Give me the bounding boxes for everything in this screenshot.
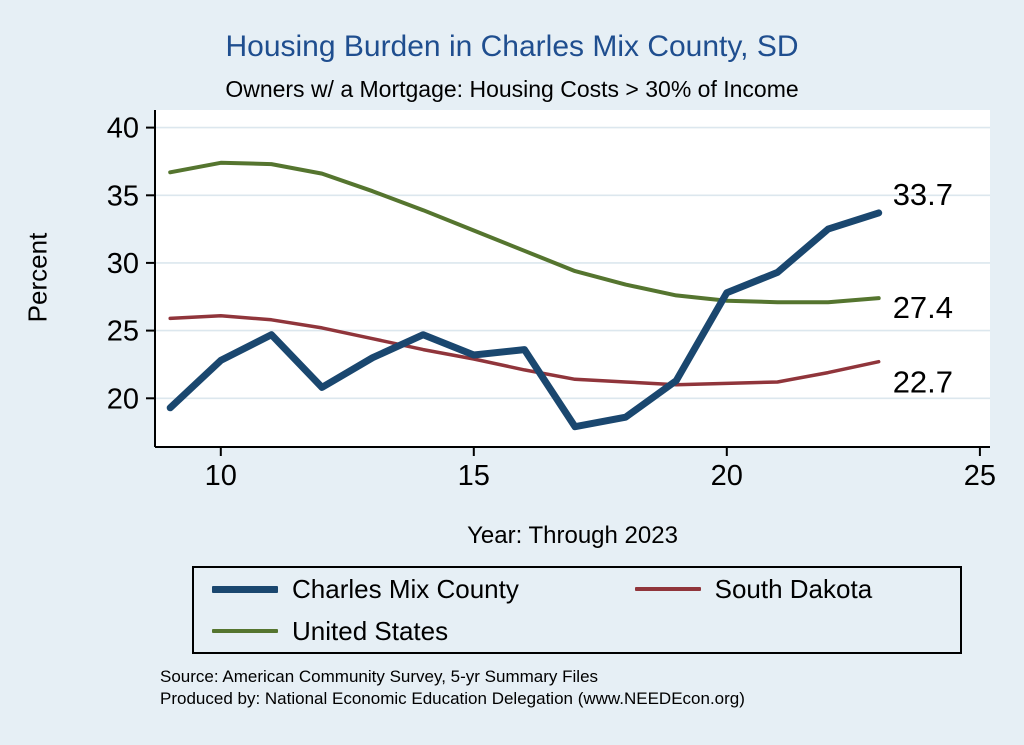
x-tick-label: 20 bbox=[711, 460, 743, 492]
legend-item-south-dakota: South Dakota bbox=[634, 573, 960, 605]
y-axis-label: Percent bbox=[22, 232, 53, 323]
x-tick-label: 25 bbox=[964, 460, 996, 492]
x-tick-label: 15 bbox=[458, 460, 490, 492]
plot-area: 20 25 30 35 40 10 15 20 25 33.7 22.7 27.4 bbox=[107, 110, 996, 492]
series-line-south-dakota bbox=[168, 313, 881, 387]
legend-label-south-dakota: South Dakota bbox=[714, 573, 873, 604]
x-axis-label: Year: Through 2023 bbox=[467, 522, 678, 549]
y-tick-label: 25 bbox=[107, 316, 139, 348]
plot-canvas: 20 25 30 35 40 10 15 20 25 33.7 22.7 27.4 bbox=[107, 110, 996, 492]
source-note: Source: American Community Survey, 5-yr … bbox=[160, 667, 599, 686]
legend: Charles Mix County South Dakota United Sta… bbox=[192, 566, 962, 654]
legend-swatch-south-dakota bbox=[634, 587, 701, 591]
end-label-charles-mix-county: 33.7 bbox=[893, 177, 953, 212]
y-tick-label: 20 bbox=[107, 383, 139, 415]
chart-subtitle: Owners w/ a Mortgage: Housing Costs > 30… bbox=[225, 76, 799, 102]
x-tick-label: 10 bbox=[205, 460, 237, 492]
producer-note: Produced by: National Economic Education… bbox=[160, 689, 745, 708]
legend-item-united-states: United States bbox=[212, 616, 635, 647]
legend-label-united-states: United States bbox=[292, 615, 449, 646]
chart-title: Housing Burden in Charles Mix County, SD bbox=[225, 30, 799, 63]
y-tick-label: 35 bbox=[107, 180, 139, 212]
y-tick-label: 30 bbox=[107, 248, 139, 280]
end-label-united-states: 27.4 bbox=[893, 290, 953, 325]
series-line-charles-mix-county bbox=[166, 209, 883, 431]
legend-swatch-united-states bbox=[212, 629, 278, 633]
legend-swatch-charles-mix-county bbox=[212, 585, 278, 593]
end-label-south-dakota: 22.7 bbox=[893, 365, 953, 400]
series-line-united-states bbox=[168, 160, 881, 305]
legend-item-charles-mix-county: Charles Mix County bbox=[212, 574, 635, 605]
y-tick-label: 40 bbox=[107, 113, 139, 145]
legend-label-charles-mix-county: Charles Mix County bbox=[292, 573, 519, 604]
